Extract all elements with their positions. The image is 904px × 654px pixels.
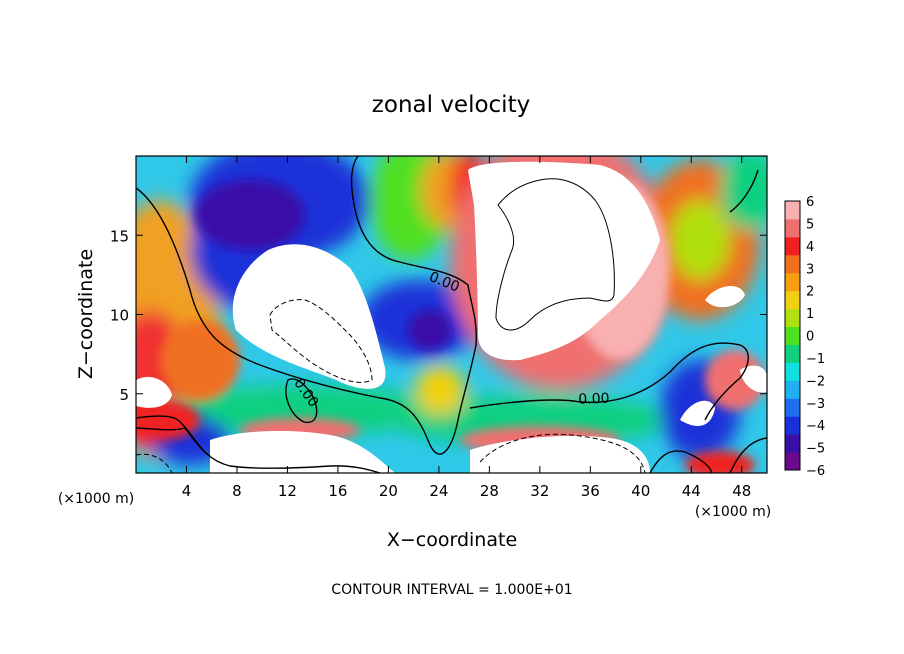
- contour-negative: [479, 433, 646, 473]
- x-tick-label: 40: [631, 482, 650, 500]
- contour-zero: [729, 437, 767, 473]
- colorbar-segment: [785, 326, 800, 345]
- colorbar-segment: [785, 344, 800, 363]
- colorbar-label: 4: [806, 240, 814, 255]
- contour-interval-note: CONTOUR INTERVAL = 1.000E+01: [331, 582, 572, 598]
- x-unit-left: (×1000 m): [58, 491, 134, 507]
- saturated-region: [210, 430, 395, 473]
- contour-positive: [495, 178, 615, 331]
- y-tick-label: 10: [110, 307, 129, 325]
- x-axis-label: X−coordinate: [387, 529, 517, 551]
- colorbar-label: −3: [806, 397, 825, 412]
- contour-negative: [269, 299, 373, 383]
- colorbar-segment: [785, 218, 800, 238]
- x-tick-label: 8: [232, 482, 242, 500]
- chart-title: zonal velocity: [372, 92, 530, 118]
- saturated-region: [705, 285, 745, 308]
- colorbar-label: −4: [806, 419, 825, 434]
- y-axis-label: Z−coordinate: [75, 249, 97, 379]
- x-tick-label: 16: [328, 482, 347, 500]
- x-tick-label: 44: [682, 482, 701, 500]
- colorbar-segment: [785, 236, 800, 256]
- x-axis-ticks: 4 8 12 16 20 24 28 32 36 40 44 48: [182, 156, 751, 500]
- contour-lines: [136, 156, 767, 473]
- y-tick-label: 5: [119, 386, 129, 404]
- x-tick-label: 20: [379, 482, 398, 500]
- colorbar-segment: [785, 380, 800, 399]
- contour-label: 0.00: [578, 391, 610, 408]
- x-tick-label: 24: [429, 482, 448, 500]
- contour-zero: [729, 169, 759, 213]
- y-tick-label: 15: [110, 227, 129, 245]
- colorbar-segment: [785, 290, 800, 310]
- colorbar-segment: [785, 434, 800, 453]
- colorbar-label: −2: [806, 374, 825, 389]
- colorbar-label: 2: [806, 285, 814, 300]
- saturated-region: [136, 376, 172, 408]
- colorbar-label: −1: [806, 352, 825, 367]
- colorbar-label: −5: [806, 442, 825, 457]
- colorbar-label: 0: [806, 330, 814, 345]
- colorbar-segment: [785, 272, 800, 292]
- colorbar-label: 5: [806, 217, 814, 232]
- x-tick-label: 32: [530, 482, 549, 500]
- colorbar-segment: [785, 201, 800, 220]
- contour-zero: [136, 427, 381, 473]
- colorbar-segment: [785, 398, 800, 417]
- saturated-region: [468, 161, 660, 361]
- x-tick-label: 12: [278, 482, 297, 500]
- colorbar-segment: [785, 254, 800, 274]
- colorbar-segment: [785, 452, 800, 471]
- x-unit-right: (×1000 m): [695, 504, 771, 520]
- colorbar-label: −6: [806, 464, 825, 479]
- plot-area: 0.000.00 0.00: [136, 156, 767, 473]
- saturated-region: [680, 400, 715, 427]
- saturated-region: [740, 365, 767, 393]
- x-tick-label: 48: [732, 482, 751, 500]
- velocity-field: [136, 156, 767, 465]
- colorbar: 6 5 4 3 2 1 0 −1 −2 −3 −4 −5 −6: [784, 195, 825, 479]
- colorbar-frame: [784, 200, 801, 471]
- contour-zero: [136, 156, 478, 455]
- colorbar-segment: [785, 416, 800, 435]
- contour-zero: [285, 378, 318, 424]
- colorbar-segment: [785, 308, 800, 328]
- colorbar-label: 3: [806, 262, 814, 277]
- x-tick-label: 4: [182, 482, 192, 500]
- contour-zero: [649, 450, 713, 473]
- x-tick-label: 28: [480, 482, 499, 500]
- saturated-region: [232, 244, 386, 389]
- colorbar-label: 1: [806, 307, 814, 322]
- x-tick-label: 36: [581, 482, 600, 500]
- colorbar-segment: [785, 362, 800, 381]
- saturated-region: [470, 435, 650, 473]
- contour-zero: [136, 415, 211, 457]
- contour-zero: [469, 342, 749, 421]
- colorbar-label: 6: [806, 195, 814, 210]
- y-axis-ticks: 5 10 15: [110, 227, 767, 404]
- contour-negative: [136, 453, 173, 473]
